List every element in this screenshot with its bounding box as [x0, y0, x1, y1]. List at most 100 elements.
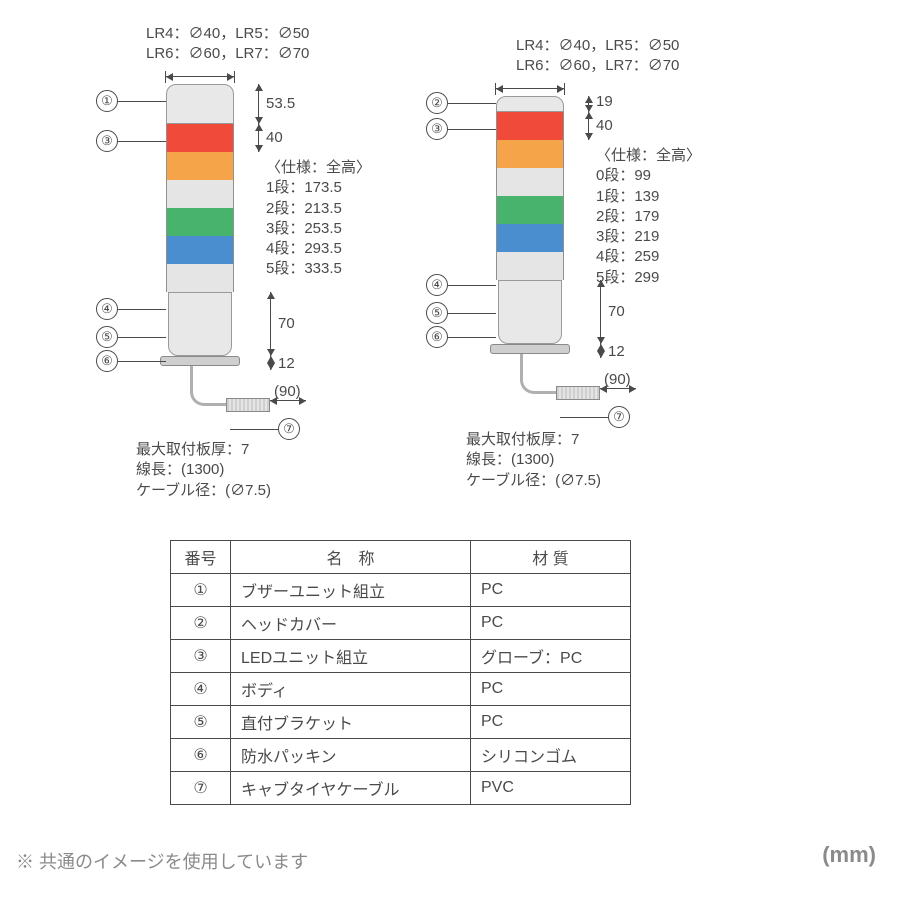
table-cell: ① [171, 574, 231, 607]
led-segment [166, 180, 234, 208]
height-row: 5段：333.5 [266, 259, 416, 279]
dim-led-h [258, 124, 259, 152]
table-cell: グローブ：PC [471, 640, 631, 673]
heights-block: 〈仕様：全高〉 1段：173.52段：213.53段：253.54段：293.5… [266, 158, 416, 280]
dim-led-h-label-r: 40 [596, 116, 613, 136]
table-cell: PC [471, 706, 631, 739]
table-row: ③LEDユニット組立グローブ：PC [171, 640, 631, 673]
cable-connector-r [556, 386, 600, 400]
base-body [168, 292, 232, 356]
dim-base-h-label-r: 70 [608, 302, 625, 322]
table-row: ④ボディPC [171, 673, 631, 706]
led-segment [496, 252, 564, 280]
led-segment [166, 124, 234, 152]
dim-foot-gap-r [600, 344, 601, 358]
table-cell: PC [471, 574, 631, 607]
callout-4: ④ [96, 298, 118, 320]
table-cell: LEDユニット組立 [231, 640, 471, 673]
dim-base-h [270, 292, 271, 356]
table-row: ①ブザーユニット組立PC [171, 574, 631, 607]
cable-bend [190, 366, 226, 406]
callout-7r: ⑦ [608, 406, 630, 428]
led-segment [496, 140, 564, 168]
diameter-header-r: LR4：∅40，LR5：∅50 LR6：∅60，LR7：∅70 [516, 36, 679, 77]
led-segment [166, 264, 234, 292]
callout-6: ⑥ [96, 350, 118, 372]
table-cell: ヘッドカバー [231, 607, 471, 640]
callout-1: ① [96, 90, 118, 112]
tower-right [496, 96, 564, 280]
diameter-dim-r [496, 88, 564, 89]
table-cell: PVC [471, 772, 631, 805]
dim-base-h-label: 70 [278, 314, 295, 334]
wire-len: 線長：(1300) [136, 460, 271, 480]
table-cell: ③ [171, 640, 231, 673]
height-row: 2段：179 [596, 207, 746, 227]
heights-block-r: 〈仕様：全高〉 0段：991段：1392段：1793段：2194段：2595段：… [596, 146, 746, 288]
dim-foot-gap-label: 12 [278, 354, 295, 374]
table-cell: シリコンゴム [471, 739, 631, 772]
table-cell: ④ [171, 673, 231, 706]
diameter-dim [166, 76, 234, 77]
table-cell: ボディ [231, 673, 471, 706]
table-header: 材 質 [471, 541, 631, 574]
dim-led-h-label: 40 [266, 128, 283, 148]
base-body-r [498, 280, 562, 344]
height-row: 4段：259 [596, 247, 746, 267]
right-assembly: LR4：∅40，LR5：∅50 LR6：∅60，LR7：∅70 19 40 〈仕… [440, 30, 780, 510]
dim-foot-gap-label-r: 12 [608, 342, 625, 362]
table-cell: PC [471, 673, 631, 706]
table-cell: ブザーユニット組立 [231, 574, 471, 607]
height-row: 1段：173.5 [266, 178, 416, 198]
wire-len-r: 線長：(1300) [466, 450, 601, 470]
callout-3: ③ [96, 130, 118, 152]
height-row: 3段：253.5 [266, 219, 416, 239]
tower-cap [496, 96, 564, 112]
led-segment [496, 112, 564, 140]
callout-4r: ④ [426, 274, 448, 296]
table-cell: ② [171, 607, 231, 640]
led-segment [166, 152, 234, 180]
tower-cap [166, 84, 234, 124]
left-assembly: LR4：∅40，LR5：∅50 LR6：∅60，LR7：∅70 53.5 40 … [110, 30, 430, 510]
table-cell: ⑥ [171, 739, 231, 772]
led-segment [496, 196, 564, 224]
led-segment [496, 168, 564, 196]
dia-line-2: LR6：∅60，LR7：∅70 [146, 44, 309, 64]
dim-cap-h-label-r: 19 [596, 92, 613, 112]
cable-connector [226, 398, 270, 412]
left-notes: 最大取付板厚：7 線長：(1300) ケーブル径：(∅7.5) [136, 440, 271, 501]
diagram-canvas: LR4：∅40，LR5：∅50 LR6：∅60，LR7：∅70 53.5 40 … [0, 0, 900, 900]
callout-5: ⑤ [96, 326, 118, 348]
height-row: 5段：299 [596, 268, 746, 288]
table-row: ⑦キャブタイヤケーブルPVC [171, 772, 631, 805]
table-header: 番号 [171, 541, 231, 574]
parts-table: 番号名 称材 質 ①ブザーユニット組立PC②ヘッドカバーPC③LEDユニット組立… [170, 540, 631, 805]
height-row: 3段：219 [596, 227, 746, 247]
cable-dia-r: ケーブル径：(∅7.5) [466, 471, 601, 491]
table-row: ⑥防水パッキンシリコンゴム [171, 739, 631, 772]
table-row: ⑤直付ブラケットPC [171, 706, 631, 739]
callout-7: ⑦ [278, 418, 300, 440]
foot-plate [160, 356, 240, 366]
tower-left [166, 84, 234, 292]
cable-dia: ケーブル径：(∅7.5) [136, 481, 271, 501]
dia-line-1r: LR4：∅40，LR5：∅50 [516, 36, 679, 56]
callout-5r: ⑤ [426, 302, 448, 324]
led-segment [496, 224, 564, 252]
table-cell: 直付ブラケット [231, 706, 471, 739]
dia-line-2r: LR6：∅60，LR7：∅70 [516, 56, 679, 76]
dia-line-1: LR4：∅40，LR5：∅50 [146, 24, 309, 44]
foot-plate-r [490, 344, 570, 354]
table-cell: ⑤ [171, 706, 231, 739]
callout-6r: ⑥ [426, 326, 448, 348]
cable-bend-r [520, 354, 556, 394]
dim-cap-h-r [588, 96, 589, 112]
callout-3r: ③ [426, 118, 448, 140]
dim-cap-h-label: 53.5 [266, 94, 295, 114]
dim-cable-90-label-r: (90) [604, 370, 631, 390]
table-row: ②ヘッドカバーPC [171, 607, 631, 640]
dim-foot-gap [270, 356, 271, 370]
table-header: 名 称 [231, 541, 471, 574]
dim-base-h-r [600, 280, 601, 344]
